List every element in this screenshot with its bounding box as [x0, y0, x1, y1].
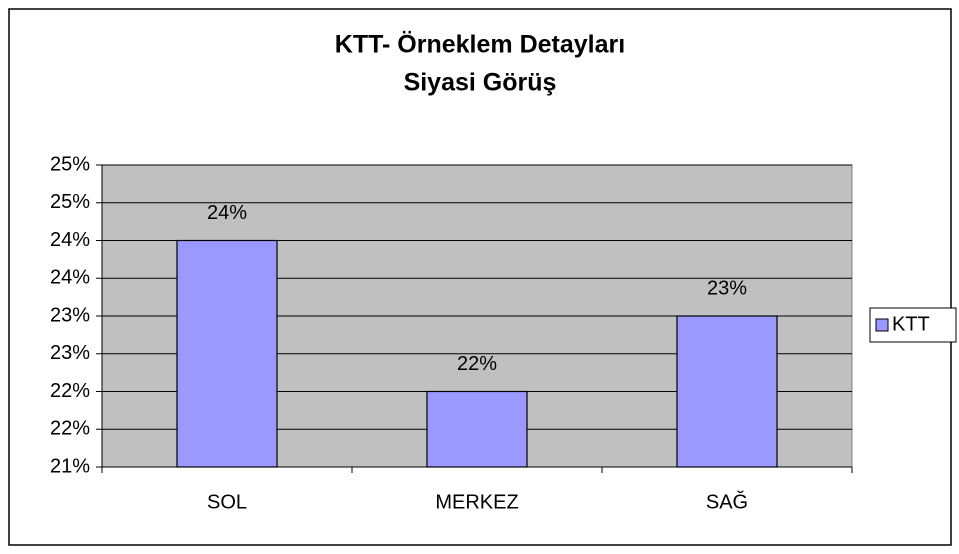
chart-subtitle: Siyasi Görüş — [404, 69, 557, 97]
legend-marker — [875, 318, 889, 332]
data-label: 23% — [707, 277, 747, 299]
data-label: 22% — [457, 353, 497, 375]
bar — [176, 239, 278, 468]
y-tick-label: 24% — [50, 267, 90, 289]
x-tick-label: SOL — [207, 491, 247, 513]
y-tick-label: 23% — [50, 304, 90, 326]
y-tick-label: 22% — [50, 380, 90, 402]
legend-label: KTT — [892, 313, 930, 335]
y-tick-label: 22% — [50, 418, 90, 440]
x-tick-label: SAĞ — [706, 490, 748, 513]
bar — [676, 315, 778, 468]
y-tick-label: 24% — [50, 229, 90, 251]
chart-title: KTT- Örneklem Detayları — [335, 30, 625, 59]
y-tick-label: 23% — [50, 342, 90, 364]
data-label: 24% — [207, 202, 247, 224]
x-tick-label: MERKEZ — [435, 491, 518, 513]
y-tick-label: 25% — [50, 191, 90, 213]
y-tick-label: 21% — [50, 455, 90, 477]
y-tick-label: 25% — [50, 153, 90, 175]
bar — [426, 390, 528, 468]
